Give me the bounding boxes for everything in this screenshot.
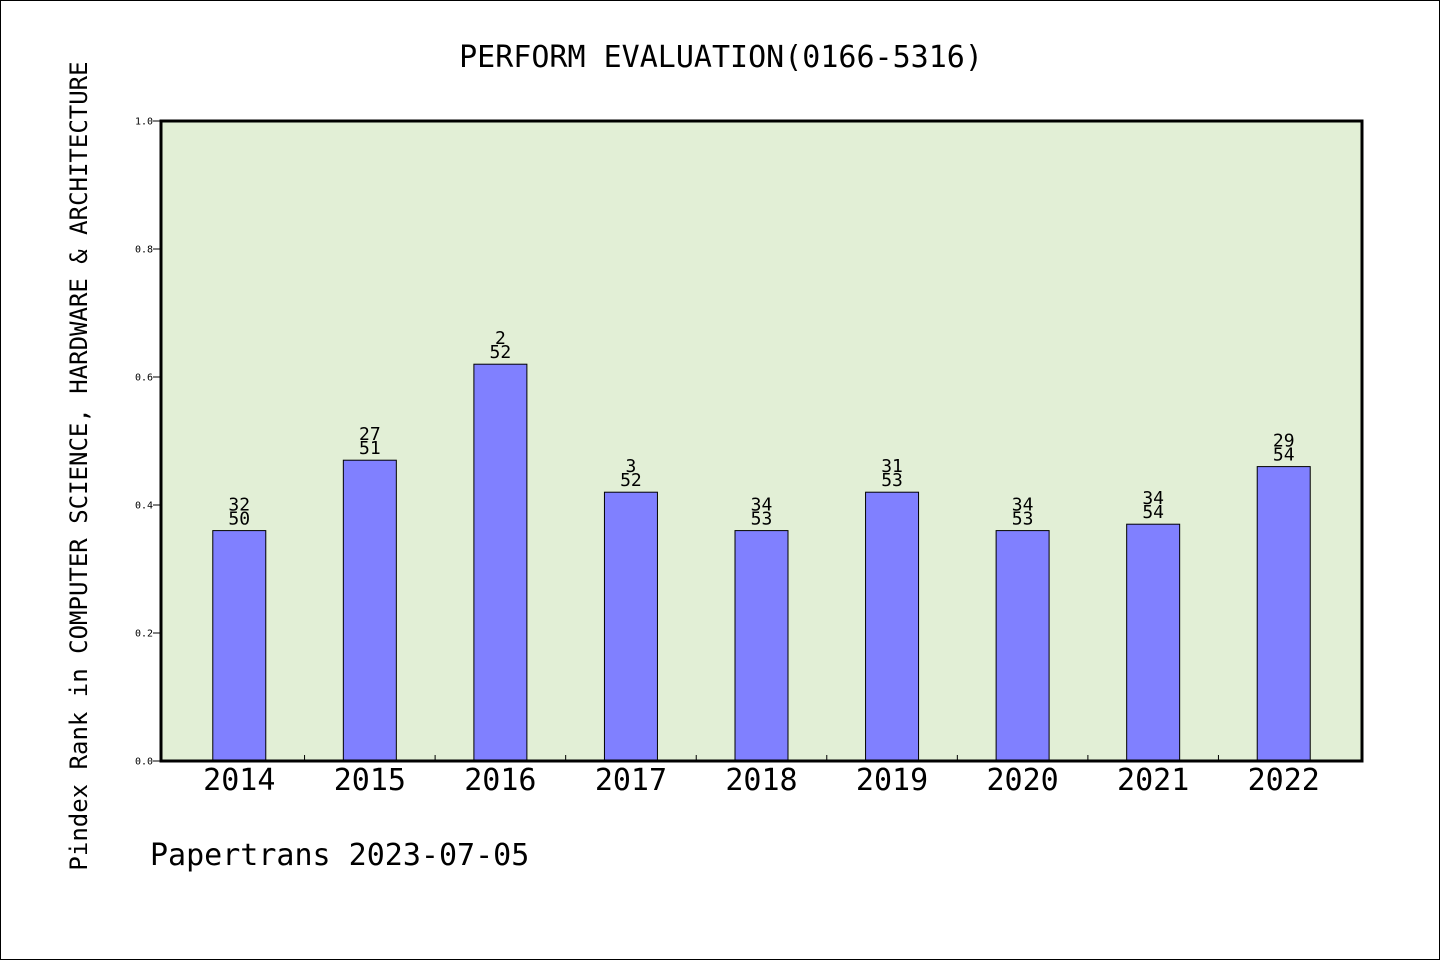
bar-label-top: 34 [1142, 488, 1164, 509]
bar [734, 530, 789, 762]
bar [603, 491, 658, 762]
bar-label-bottom: 54 [1142, 502, 1164, 523]
y-tick-label: 0.4 [135, 501, 153, 512]
x-tick-label: 2016 [464, 763, 536, 798]
x-tick-label: 2017 [595, 763, 667, 798]
bar [865, 491, 920, 762]
bar-label-bottom: 50 [228, 509, 250, 530]
bar-label-top: 29 [1273, 431, 1295, 452]
bar-label-bottom: 53 [1012, 509, 1034, 530]
plot-frame [159, 119, 1364, 763]
bar-label-top: 31 [881, 456, 903, 477]
bar [995, 530, 1050, 762]
bar-label-bottom: 54 [1273, 445, 1295, 466]
bar-label-bottom: 52 [490, 342, 512, 363]
bar-label-top: 34 [751, 495, 773, 516]
bar-label-bottom: 53 [751, 509, 773, 530]
y-tick-label: 0.2 [135, 629, 153, 640]
x-tick-label: 2019 [856, 763, 928, 798]
bar-label-bottom: 52 [620, 470, 642, 491]
bar-label-top: 27 [359, 424, 381, 445]
chart-title: PERFORM EVALUATION(0166-5316) [459, 40, 983, 75]
bar-label-top: 34 [1012, 495, 1034, 516]
y-tick-label: 0.0 [135, 757, 153, 768]
bar [473, 363, 528, 762]
x-tick-label: 2018 [725, 763, 797, 798]
bar [1256, 466, 1311, 762]
bar [212, 530, 267, 762]
bar [1126, 523, 1181, 762]
y-tick-label: 1.0 [135, 117, 153, 128]
bar-label-top: 2 [495, 328, 506, 349]
x-tick-label: 2015 [334, 763, 406, 798]
y-axis-label: Pindex Rank in COMPUTER SCIENCE, HARDWAR… [65, 61, 93, 870]
x-tick-label: 2022 [1248, 763, 1320, 798]
footer-text: Papertrans 2023-07-05 [150, 838, 529, 873]
x-tick-label: 2020 [986, 763, 1058, 798]
bar-label-top: 32 [228, 495, 250, 516]
bar-label-bottom: 53 [881, 470, 903, 491]
bar-label-bottom: 51 [359, 438, 381, 459]
bar [342, 459, 397, 762]
y-tick-label: 0.8 [135, 245, 153, 256]
x-tick-label: 2021 [1117, 763, 1189, 798]
y-tick-label: 0.6 [135, 373, 153, 384]
x-tick-label: 2014 [203, 763, 275, 798]
bar-label-top: 3 [626, 456, 637, 477]
